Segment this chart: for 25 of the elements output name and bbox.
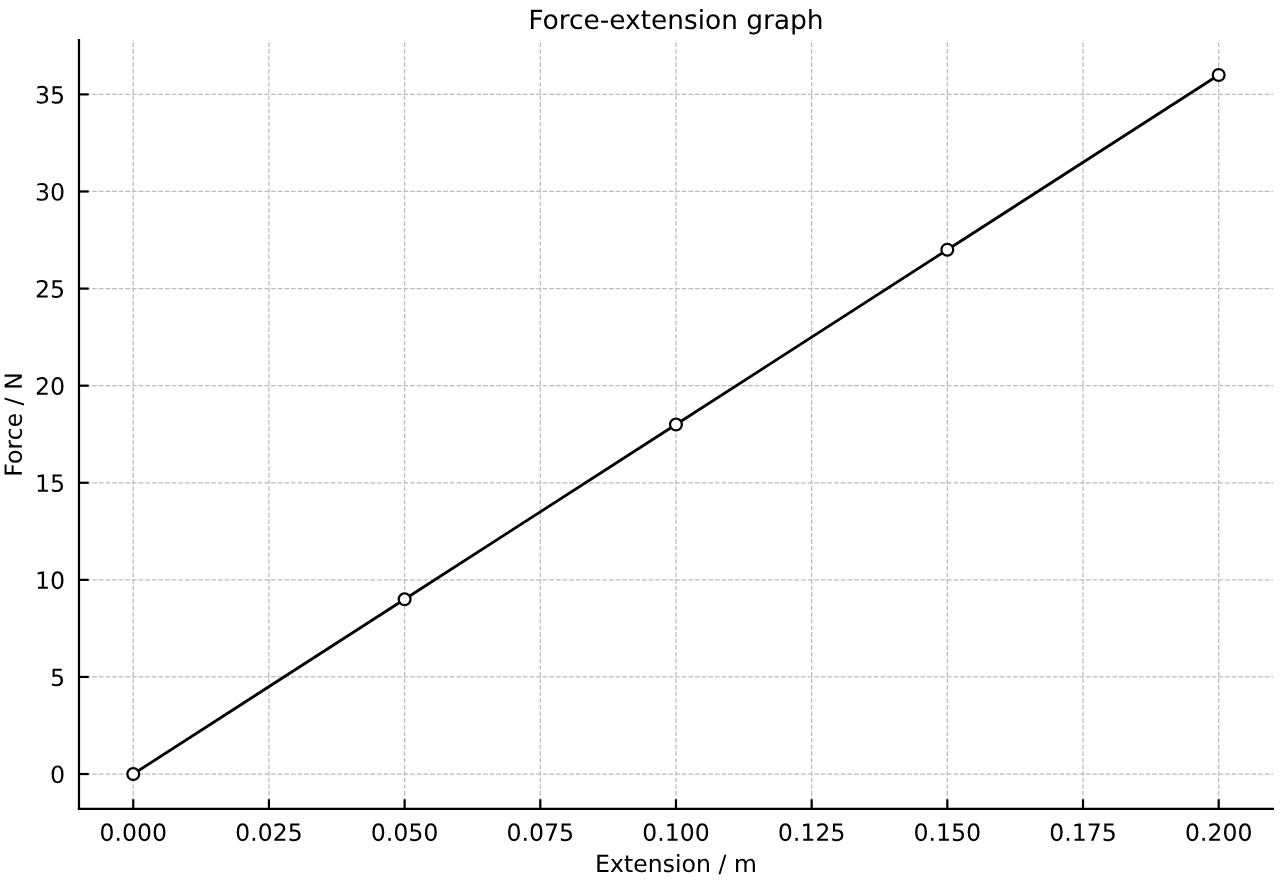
- x-tick-label: 0.150: [915, 823, 980, 842]
- point: [397, 592, 412, 607]
- x-tick-label: 0.100: [643, 823, 709, 842]
- x-tick-label: 0.025: [236, 823, 301, 842]
- point: [940, 242, 955, 257]
- y-tick-label: 25: [36, 280, 64, 298]
- x-axis-title: Extension / m: [597, 854, 755, 875]
- x-tick-label: 0.175: [1050, 823, 1115, 842]
- chart-title: Force-extension graph: [530, 8, 822, 35]
- point: [668, 417, 683, 432]
- x-tick-label: 0.075: [508, 823, 573, 842]
- x-tick-label: 0.050: [372, 823, 437, 842]
- y-tick-label: 20: [36, 377, 64, 395]
- x-tick-label: 0.125: [779, 823, 844, 842]
- point: [126, 767, 141, 782]
- x-tick-label: 0.000: [101, 823, 166, 842]
- point: [1211, 67, 1226, 82]
- y-tick-label: 35: [36, 85, 64, 104]
- y-tick-label: 30: [36, 182, 64, 201]
- y-tick-label: 0: [51, 765, 64, 784]
- y-tick-label: 5: [51, 668, 64, 687]
- x-tick-label: 0.200: [1186, 823, 1251, 842]
- y-axis-title: Force / N: [4, 374, 24, 475]
- y-tick-label: 15: [37, 474, 64, 493]
- y-tick-label: 10: [37, 571, 64, 590]
